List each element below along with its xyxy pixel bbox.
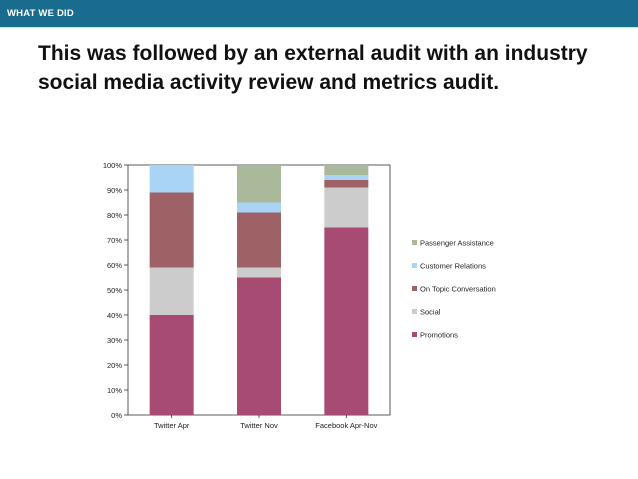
header-bar: WHAT WE DID	[0, 0, 638, 27]
legend-label: Passenger Assistance	[420, 239, 494, 248]
y-tick-label: 90%	[107, 186, 122, 195]
legend-swatch	[412, 332, 417, 337]
bar-segment-social	[149, 267, 194, 315]
section-label: WHAT WE DID	[7, 8, 74, 19]
y-tick-label: 20%	[107, 361, 122, 370]
bar-segment-on-topic-conversation	[324, 180, 369, 188]
legend-swatch	[412, 240, 417, 245]
y-tick-label: 70%	[107, 236, 122, 245]
legend-swatch	[412, 263, 417, 268]
bar-segment-passenger-assistance	[324, 165, 369, 175]
bar-segment-on-topic-conversation	[149, 192, 194, 268]
y-tick-label: 10%	[107, 386, 122, 395]
legend-swatch	[412, 309, 417, 314]
bar-segment-social	[237, 267, 281, 278]
bar-segment-on-topic-conversation	[237, 212, 281, 268]
y-tick-label: 0%	[111, 411, 122, 420]
legend-label: Promotions	[420, 331, 458, 340]
legend-swatch	[412, 286, 417, 291]
y-tick-label: 50%	[107, 286, 122, 295]
x-tick-label: Twitter Nov	[240, 421, 278, 430]
bar-segment-social	[324, 187, 369, 228]
bar-segment-passenger-assistance	[237, 165, 281, 203]
bar-segment-customer-relations	[237, 202, 281, 213]
bar-segment-promotions	[237, 277, 281, 415]
y-tick-label: 40%	[107, 311, 122, 320]
legend-label: Customer Relations	[420, 262, 486, 271]
bar-segment-promotions	[324, 227, 369, 415]
x-tick-label: Twitter Apr	[154, 421, 190, 430]
header-divider	[0, 27, 638, 29]
bar-segment-customer-relations	[324, 175, 369, 180]
y-tick-label: 80%	[107, 211, 122, 220]
bar-segment-promotions	[149, 315, 194, 415]
slide-title: This was followed by an external audit w…	[38, 42, 588, 94]
legend-label: Social	[420, 308, 441, 317]
legend-label: On Topic Conversation	[420, 285, 496, 294]
x-tick-label: Facebook Apr-Nov	[315, 421, 377, 430]
y-tick-label: 60%	[107, 261, 122, 270]
bar-segment-customer-relations	[149, 165, 194, 193]
y-tick-label: 100%	[103, 161, 123, 170]
y-tick-label: 30%	[107, 336, 122, 345]
